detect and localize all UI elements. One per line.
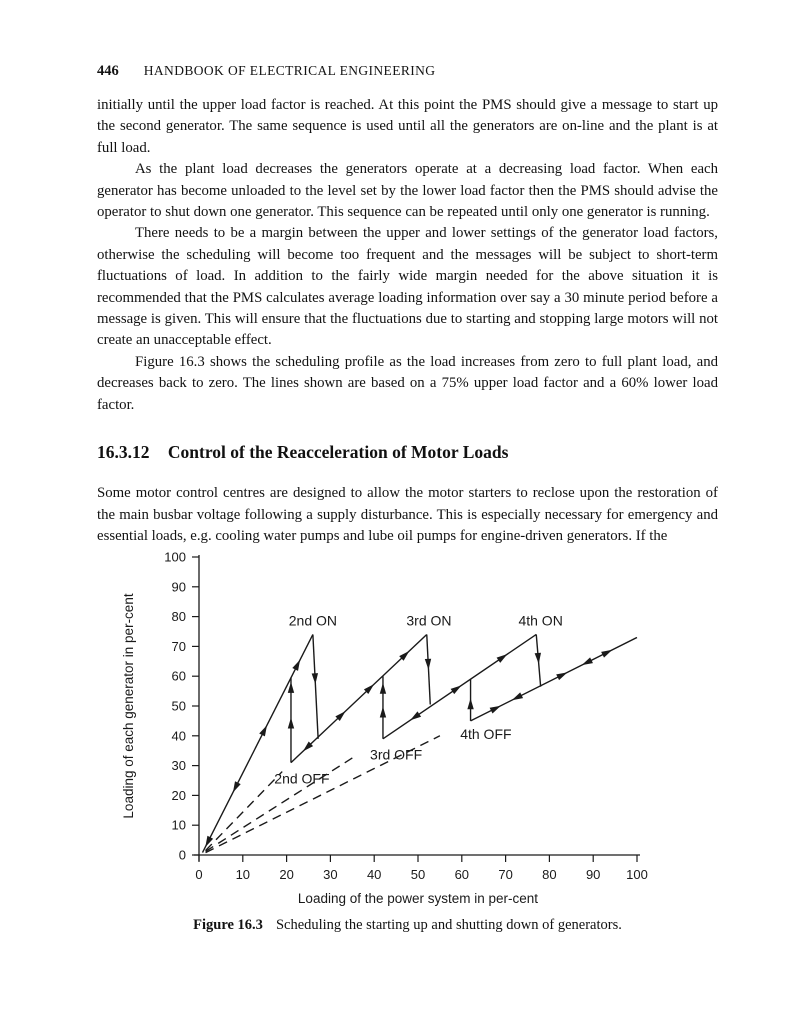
third-off-jump-arrow: [379, 706, 387, 718]
x-tick-label: 100: [626, 867, 648, 882]
one-generator-line-arrow: [259, 725, 268, 737]
four-generator-dashed-extension: [205, 735, 441, 854]
figure-caption-text: Scheduling the starting up and shutting …: [275, 917, 622, 933]
chart-annotation: 4th ON: [518, 613, 562, 629]
four-generator-line-arrow: [581, 657, 593, 666]
fourth-on-drop-arrow: [534, 652, 542, 664]
y-tick-label: 80: [172, 609, 186, 624]
text-column: 446 HANDBOOK OF ELECTRICAL ENGINEERING i…: [97, 63, 718, 547]
figure-chart: 0 10 20 30 40 50 60 70 80 90 100 0 10 20 30 40 50 60 70 80 9…: [121, 550, 648, 907]
second-on-drop: [312, 634, 319, 739]
page-number: 446: [97, 63, 119, 79]
x-tick-label: 50: [411, 867, 425, 882]
fourth-off-jump-arrow: [467, 698, 474, 710]
one-generator-line-arrow: [292, 659, 301, 671]
paragraph: initially until the upper load factor is…: [97, 97, 718, 156]
four-generator-line-arrow: [601, 649, 613, 658]
x-tick-label: 60: [455, 867, 469, 882]
chart-annotation: 4th OFF: [460, 726, 511, 742]
paragraph: There needs to be a margin between the u…: [97, 225, 718, 349]
chart-annotation: 3rd OFF: [370, 747, 422, 763]
one-generator-line-arrow: [232, 781, 241, 793]
running-head: 446 HANDBOOK OF ELECTRICAL ENGINEERING: [97, 63, 718, 80]
section-number: 16.3.12: [97, 442, 150, 463]
x-tick-label: 30: [323, 867, 337, 882]
second-off-jump-arrow: [287, 681, 295, 693]
chart-annotation: 2nd OFF: [274, 771, 329, 787]
x-tick-label: 0: [195, 867, 202, 882]
x-tick-label: 10: [236, 867, 250, 882]
y-tick-label: 90: [172, 579, 186, 594]
x-tick-label: 90: [586, 867, 600, 882]
y-tick-label: 20: [172, 788, 186, 803]
section-heading: 16.3.12 Control of the Reacceleration of…: [97, 442, 718, 463]
y-axis-title: Loading of each generator in per-cent: [121, 593, 136, 818]
x-tick-label: 20: [279, 867, 293, 882]
y-tick-label: 10: [172, 818, 186, 833]
three-generator-line-arrow: [450, 685, 462, 695]
two-generator-line-arrow: [363, 684, 375, 695]
figure-caption: Figure 16.3 Scheduling the starting up an…: [97, 917, 718, 934]
second-off-jump-arrow: [287, 717, 295, 729]
two-generator-line-arrow: [399, 650, 410, 661]
two-generator-dashed-extension: [205, 771, 283, 852]
four-generator-line-arrow: [511, 692, 524, 701]
x-axis-title: Loading of the power system in per-cent: [298, 891, 538, 906]
y-tick-label: 0: [179, 848, 186, 863]
one-generator-line-arrow: [205, 835, 214, 848]
chart-annotation: 2nd ON: [289, 613, 337, 629]
y-tick-label: 100: [164, 550, 186, 565]
two-generator-line-arrow: [335, 711, 346, 721]
y-tick-label: 70: [172, 639, 186, 654]
running-title: HANDBOOK OF ELECTRICAL ENGINEERING: [143, 63, 436, 78]
four-generator-line-arrow: [556, 672, 568, 681]
y-tick-label: 50: [172, 699, 186, 714]
y-tick-label: 30: [172, 758, 186, 773]
x-tick-label: 70: [498, 867, 512, 882]
paragraph: Some motor control centres are designed …: [97, 485, 718, 544]
x-tick-label: 40: [367, 867, 381, 882]
three-generator-line-arrow: [410, 711, 422, 721]
x-tick-label: 80: [542, 867, 556, 882]
second-on-drop-arrow: [311, 673, 319, 685]
third-on-drop-arrow: [424, 658, 432, 670]
chart-annotation: 3rd ON: [406, 613, 451, 629]
two-generator-line-arrow: [302, 741, 314, 752]
paragraph: As the plant load decreases the generato…: [97, 161, 718, 221]
section-title: Control of the Reacceleration of Motor L…: [167, 442, 509, 463]
y-tick-label: 60: [172, 669, 186, 684]
figure-label: Figure 16.3: [193, 917, 263, 933]
one-generator-line: [201, 634, 314, 853]
three-generator-line-arrow: [496, 654, 508, 663]
y-tick-label: 40: [172, 728, 186, 743]
third-off-jump-arrow: [379, 682, 387, 694]
paragraph: Figure 16.3 shows the scheduling profile…: [97, 353, 718, 413]
four-generator-line-arrow: [489, 705, 501, 714]
